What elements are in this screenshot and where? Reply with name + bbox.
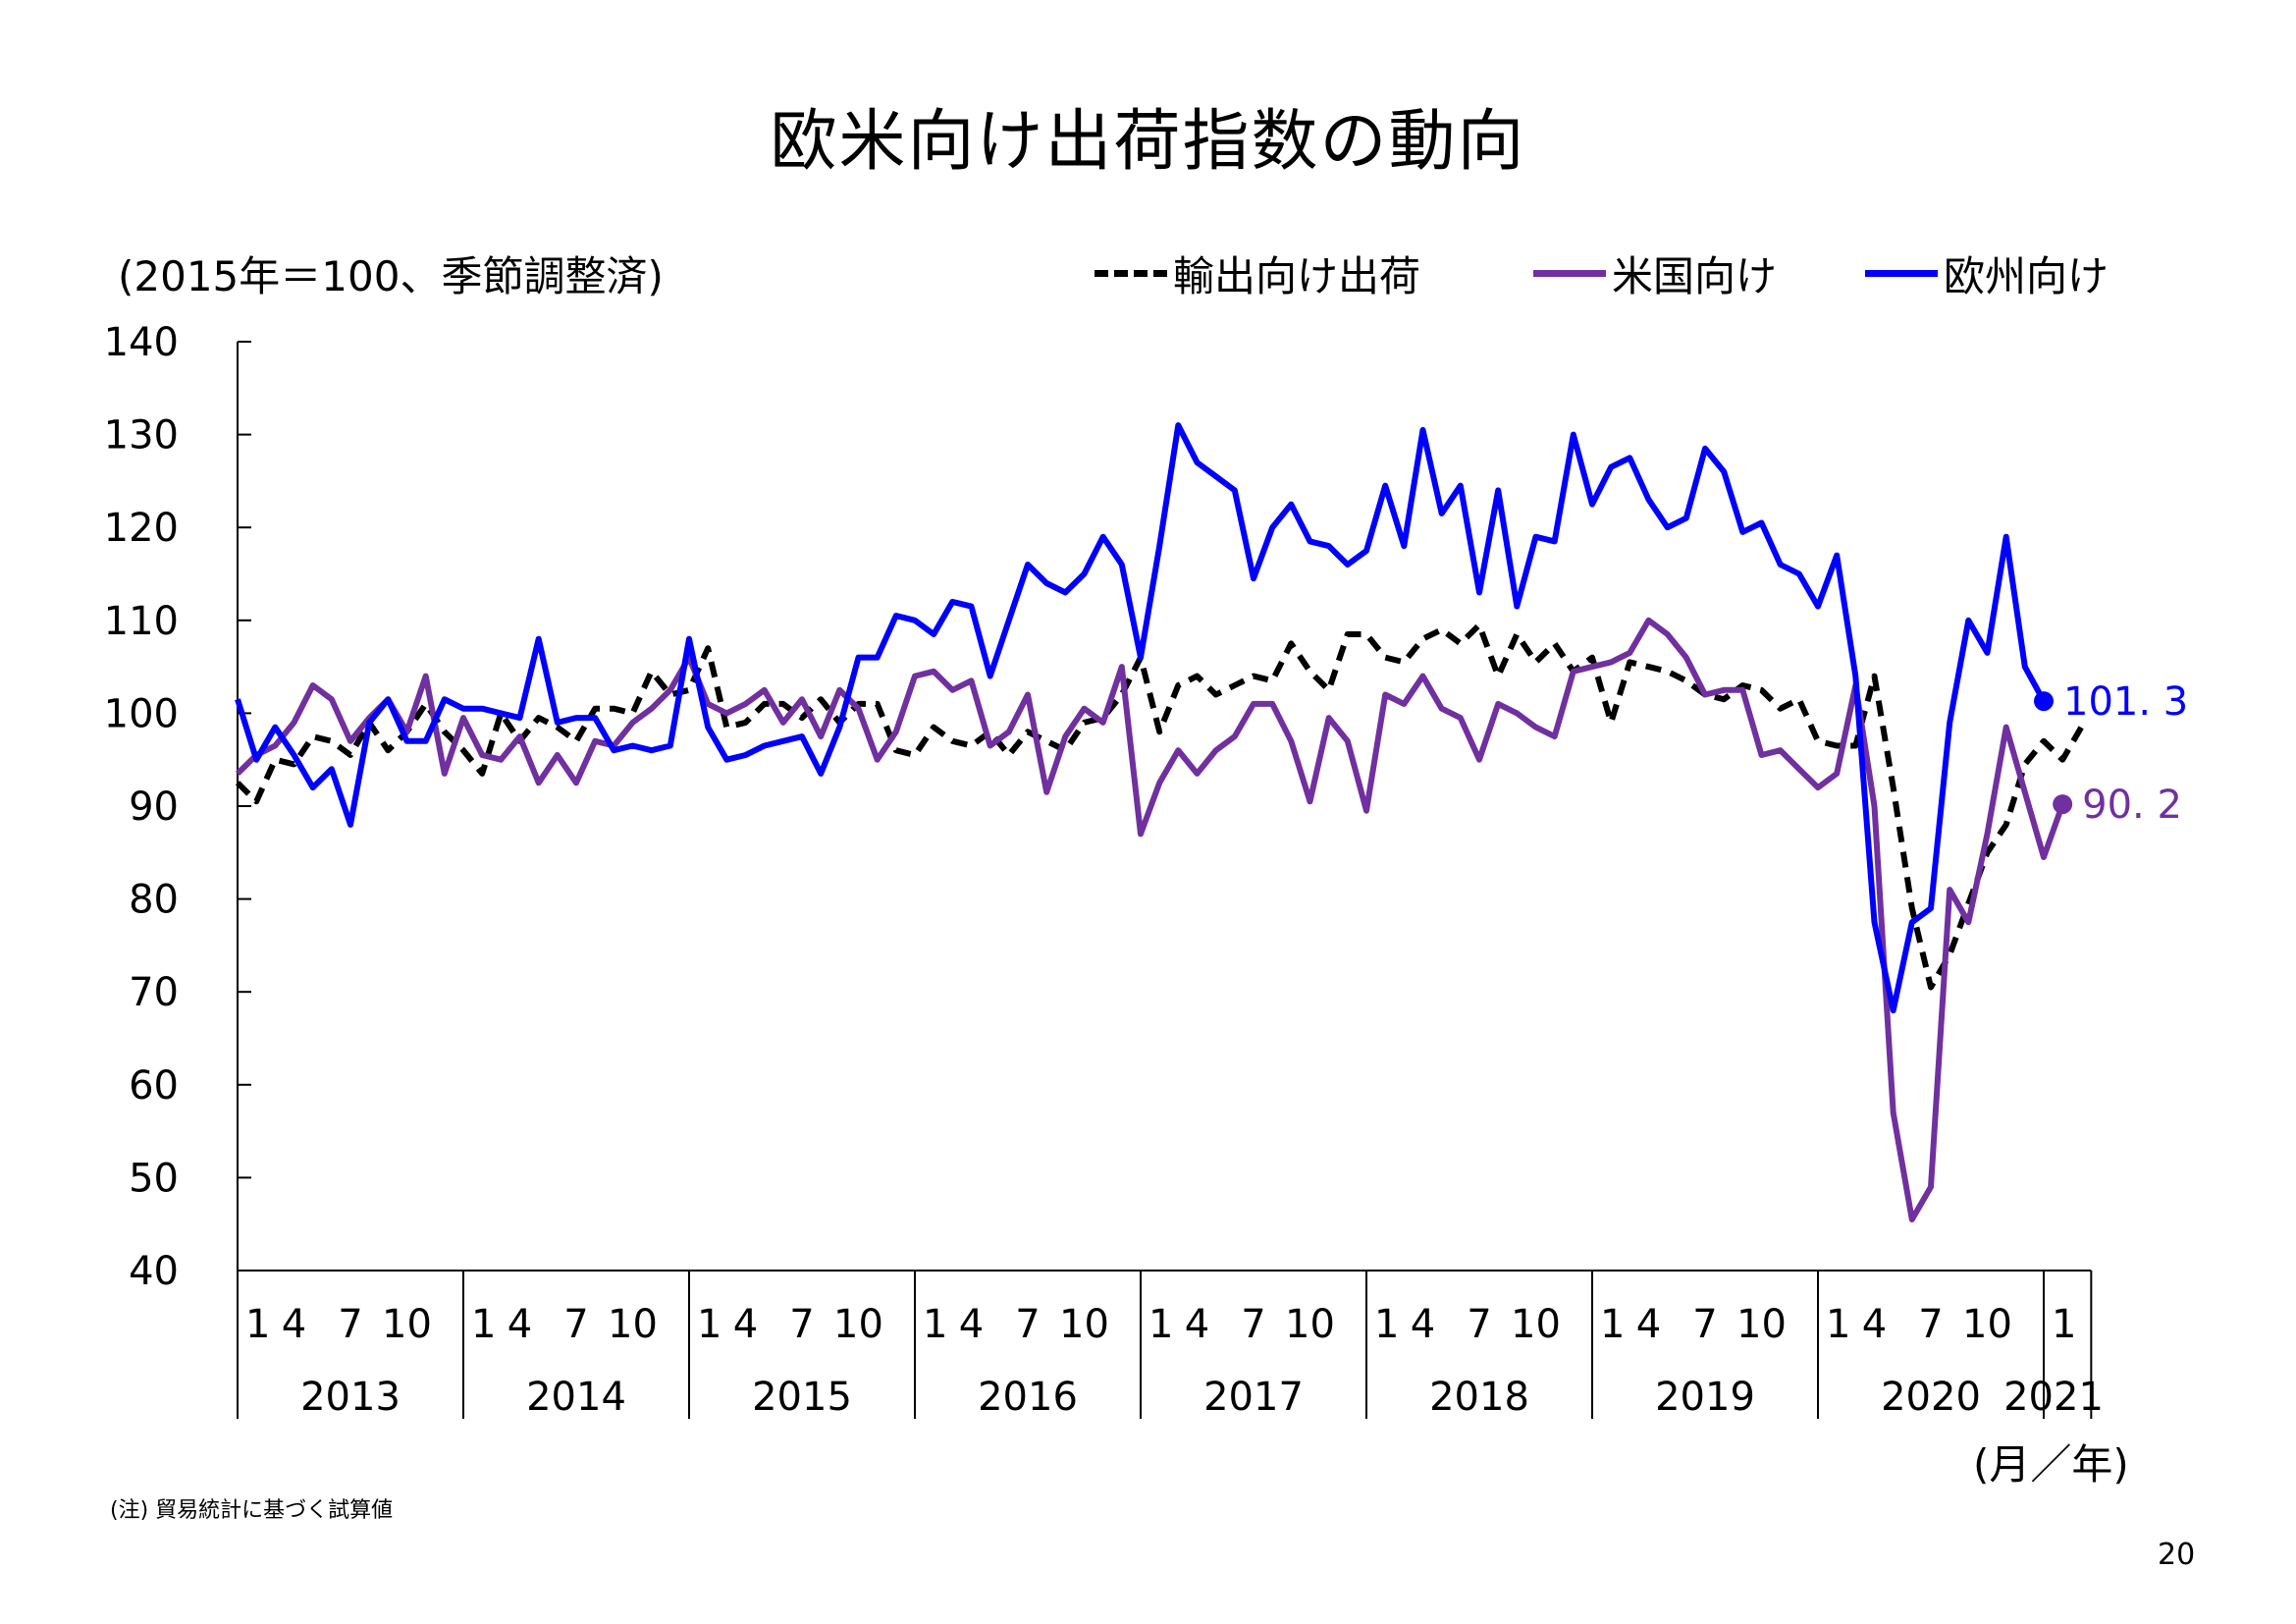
x-tick-label: 1 bbox=[245, 1302, 270, 1347]
x-tick-label: 4 bbox=[1185, 1302, 1209, 1347]
end-markers: 101. 3 90. 2 bbox=[2034, 679, 2188, 828]
x-tick-label: 1 bbox=[923, 1302, 947, 1347]
unit-label: (2015年＝100、季節調整済) bbox=[118, 252, 664, 300]
series-line-0 bbox=[235, 622, 2084, 991]
y-tick-label: 120 bbox=[104, 506, 179, 551]
x-tick-label: 10 bbox=[382, 1302, 432, 1347]
x-tick-label: 7 bbox=[1241, 1302, 1265, 1347]
x-tick-label: 7 bbox=[1918, 1302, 1943, 1347]
x-tick-label: 10 bbox=[608, 1302, 658, 1347]
x-axis-unit-label: (月／年) bbox=[1973, 1440, 2129, 1489]
x-tick-label: 4 bbox=[282, 1302, 306, 1347]
x-tick-label: 1 bbox=[1826, 1302, 1850, 1347]
footnote: (注) 貿易統計に基づく試算値 bbox=[110, 1498, 394, 1523]
x-tick-label: 10 bbox=[1285, 1302, 1335, 1347]
x-tick-label: 1 bbox=[1148, 1302, 1173, 1347]
x-tick-label: 4 bbox=[507, 1302, 532, 1347]
end-value-label-0: 101. 3 bbox=[2063, 679, 2188, 725]
year-label: 2021 bbox=[2003, 1375, 2104, 1420]
x-tick-label: 1 bbox=[1600, 1302, 1625, 1347]
y-tick-label: 130 bbox=[104, 413, 179, 459]
x-tick-label: 1 bbox=[2052, 1302, 2076, 1347]
year-label: 2015 bbox=[752, 1375, 852, 1420]
year-label: 2014 bbox=[526, 1375, 626, 1420]
legend-label-us: 米国向け bbox=[1612, 252, 1778, 300]
page-number: 20 bbox=[2158, 1538, 2196, 1572]
legend-label-europe: 欧州向け bbox=[1944, 252, 2109, 300]
x-tick-label: 10 bbox=[1736, 1302, 1787, 1347]
series-lines bbox=[235, 422, 2084, 1222]
x-tick-label: 4 bbox=[1862, 1302, 1887, 1347]
end-value-label-1: 90. 2 bbox=[2082, 783, 2182, 828]
end-marker-0 bbox=[2034, 691, 2054, 712]
x-tick-label: 1 bbox=[1374, 1302, 1399, 1347]
y-tick-label: 80 bbox=[129, 878, 179, 923]
end-marker-1 bbox=[2053, 794, 2073, 815]
x-tick-label: 1 bbox=[471, 1302, 496, 1347]
x-tick-label: 10 bbox=[1059, 1302, 1109, 1347]
legend-item-us: 米国向け bbox=[1533, 244, 1777, 303]
x-tick-label: 4 bbox=[1636, 1302, 1661, 1347]
series-line-2 bbox=[235, 422, 2047, 1014]
legend-swatch-export bbox=[1095, 270, 1167, 277]
x-tick-label: 7 bbox=[338, 1302, 362, 1347]
y-tick-label: 110 bbox=[104, 599, 179, 644]
y-tick-label: 90 bbox=[129, 785, 179, 830]
y-axis-ticks: 40 50 60 70 80 90 100 110 120 130 140 bbox=[104, 320, 251, 1294]
y-tick-label: 50 bbox=[129, 1156, 179, 1201]
y-tick-label: 40 bbox=[129, 1249, 179, 1294]
year-label: 2013 bbox=[300, 1375, 400, 1420]
year-label: 2020 bbox=[1881, 1375, 1981, 1420]
x-tick-label: 4 bbox=[959, 1302, 984, 1347]
x-tick-label: 7 bbox=[563, 1302, 588, 1347]
legend-label-export: 輸出向け出荷 bbox=[1173, 252, 1421, 300]
y-tick-label: 100 bbox=[104, 691, 179, 736]
y-tick-label: 60 bbox=[129, 1063, 179, 1109]
legend-item-europe: 欧州向け bbox=[1865, 244, 2109, 303]
y-tick-label: 70 bbox=[129, 970, 179, 1015]
x-tick-label: 7 bbox=[789, 1302, 814, 1347]
chart-title: 欧米向け出荷指数の動向 bbox=[770, 103, 1526, 181]
x-tick-label: 10 bbox=[833, 1302, 883, 1347]
legend-item-export: 輸出向け出荷 bbox=[1095, 244, 1420, 303]
legend-swatch-us bbox=[1533, 270, 1606, 277]
legend-swatch-europe bbox=[1865, 270, 1938, 277]
y-tick-label: 140 bbox=[104, 320, 179, 365]
x-tick-label: 10 bbox=[1511, 1302, 1561, 1347]
year-label: 2016 bbox=[978, 1375, 1078, 1420]
x-tick-label: 7 bbox=[1692, 1302, 1717, 1347]
x-tick-label: 7 bbox=[1015, 1302, 1040, 1347]
year-label: 2019 bbox=[1655, 1375, 1755, 1420]
x-tick-label: 4 bbox=[733, 1302, 758, 1347]
x-tick-label: 4 bbox=[1411, 1302, 1435, 1347]
series-line-1 bbox=[235, 617, 2066, 1222]
x-tick-label: 7 bbox=[1467, 1302, 1491, 1347]
year-label: 2018 bbox=[1429, 1375, 1529, 1420]
year-label: 2017 bbox=[1203, 1375, 1304, 1420]
x-tick-label: 10 bbox=[1962, 1302, 2012, 1347]
x-tick-label: 1 bbox=[697, 1302, 721, 1347]
